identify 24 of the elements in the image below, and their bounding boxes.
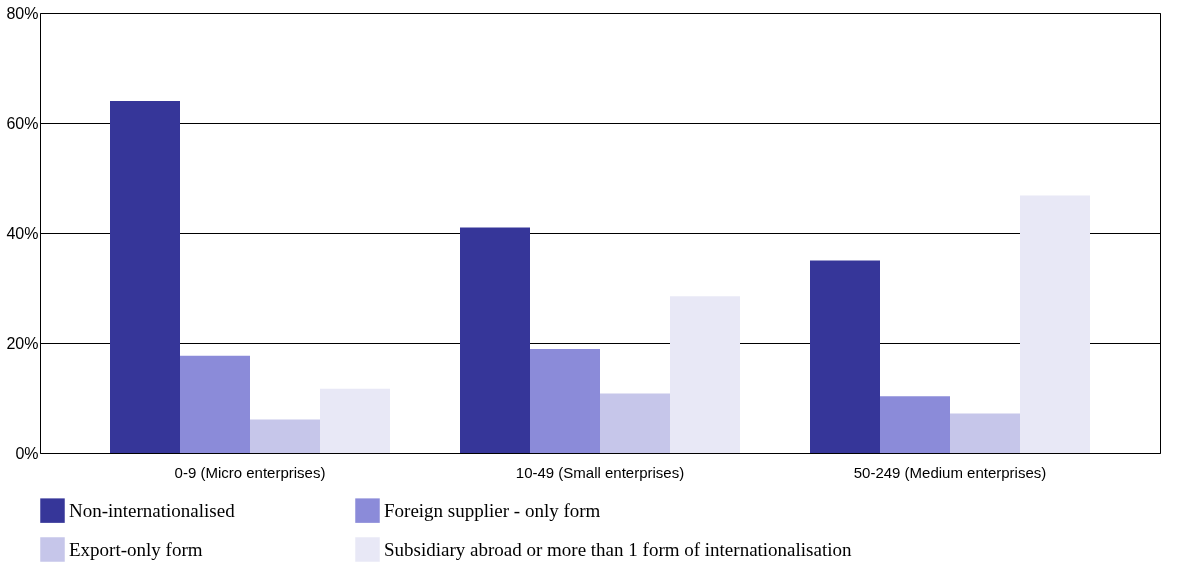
y-tick-label: 0% — [15, 444, 39, 462]
bar — [180, 355, 250, 453]
bar — [810, 260, 880, 453]
bar — [600, 393, 670, 453]
legend-label: Subsidiary abroad or more than 1 form of internationalisation — [384, 538, 852, 560]
bar — [460, 227, 530, 453]
bar — [670, 296, 740, 453]
y-tick-label: 60% — [6, 114, 39, 132]
bar — [250, 419, 320, 453]
bar — [1020, 195, 1090, 453]
y-tick-label: 40% — [6, 224, 39, 242]
bar — [320, 388, 390, 453]
bar — [950, 413, 1020, 453]
bar — [530, 349, 600, 453]
legend-label: Non-internationalised — [69, 499, 236, 521]
x-tick-label: 10-49 (Small enterprises) — [515, 463, 685, 481]
x-tick-label: 0-9 (Micro enterprises) — [174, 463, 326, 481]
x-tick-label: 50-249 (Medium enterprises) — [853, 463, 1047, 481]
legend-label: Export-only form — [69, 538, 203, 560]
y-tick-label: 20% — [6, 334, 39, 352]
y-tick-label: 80% — [6, 4, 39, 22]
bar — [880, 396, 950, 453]
legend-label: Foreign supplier - only form — [384, 499, 601, 521]
bar — [110, 101, 180, 453]
